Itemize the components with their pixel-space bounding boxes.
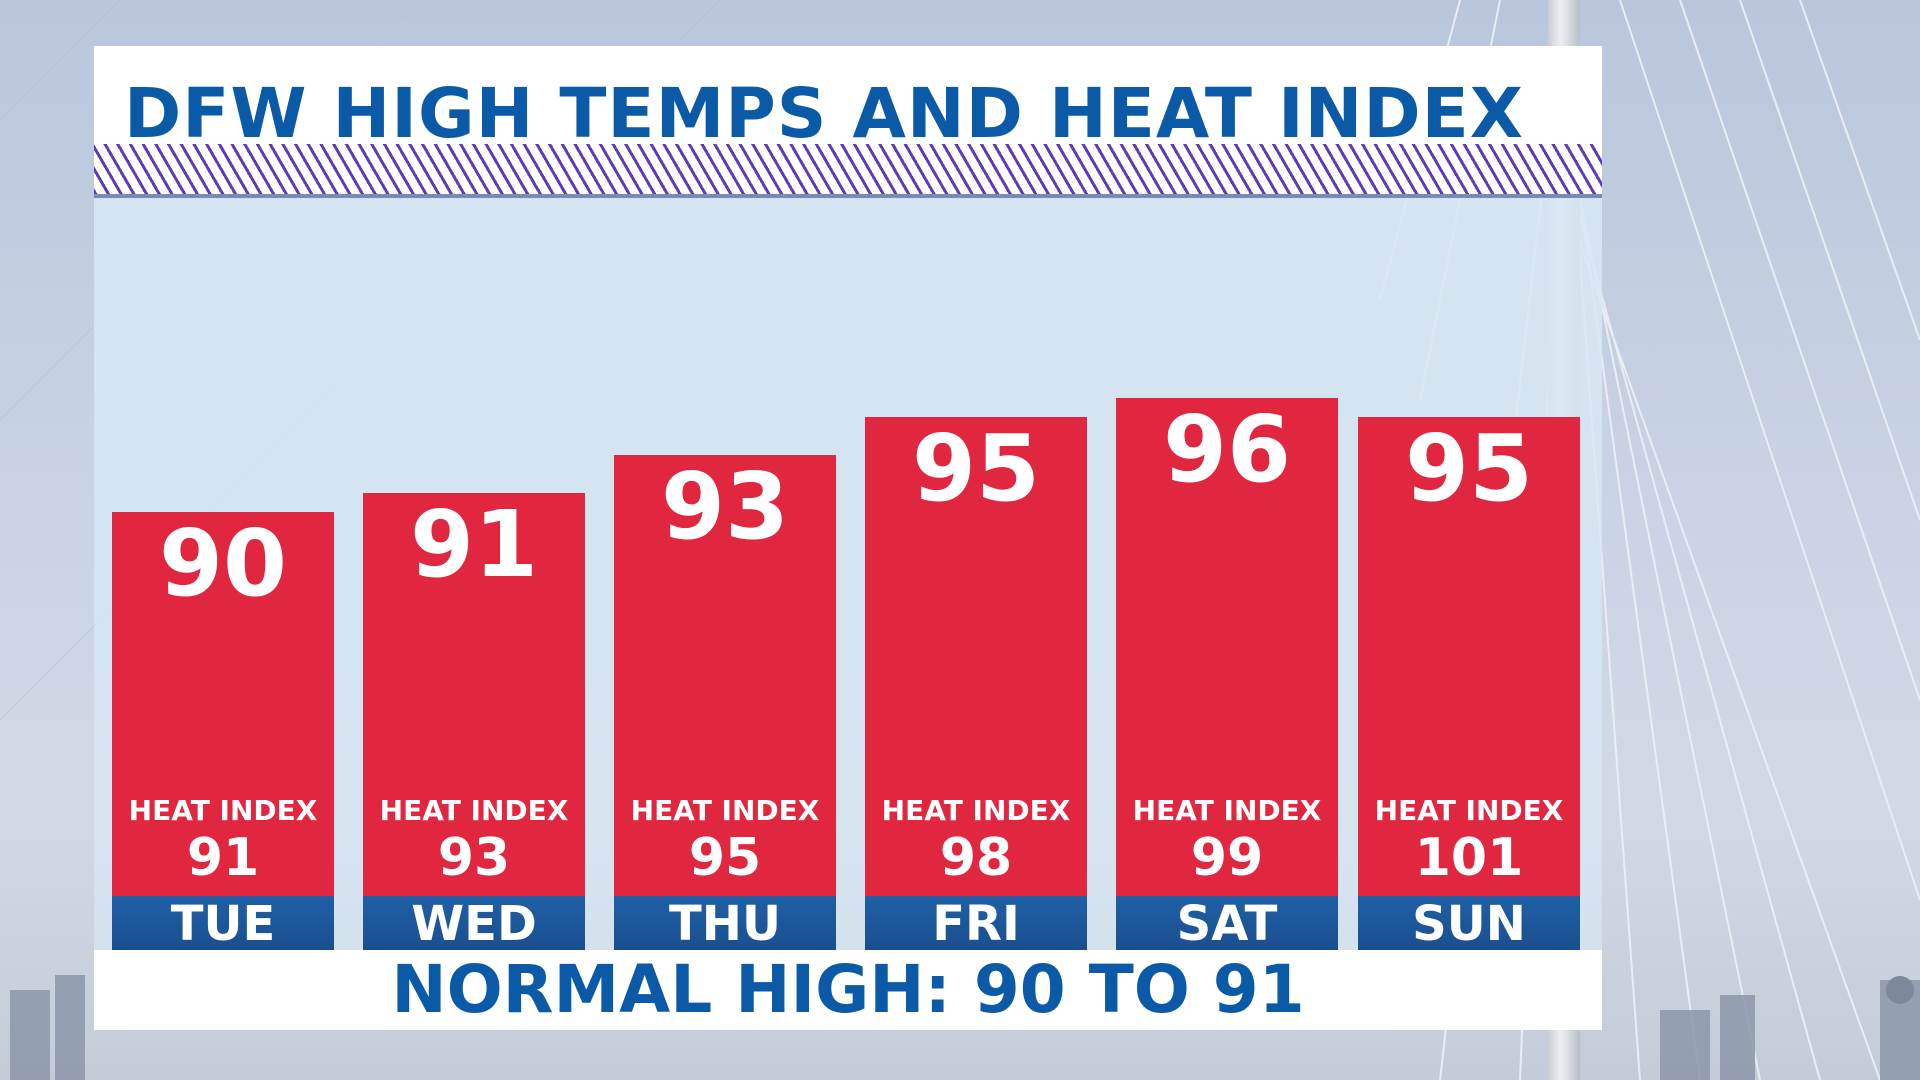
reunion-tower-icon	[1886, 976, 1914, 1004]
day-band-tue: TUE	[112, 896, 334, 952]
day-tick-label: TUE	[170, 896, 276, 952]
heat-index-label: HEAT INDEX	[1374, 794, 1564, 827]
chart-title: DFW HIGH TEMPS AND HEAT INDEX	[124, 74, 1525, 154]
heat-index-value: 98	[939, 828, 1013, 888]
heat-index-label: HEAT INDEX	[379, 794, 569, 827]
day-band-sat: SAT	[1116, 896, 1338, 952]
bar-value-label: 95	[911, 415, 1041, 522]
bar-value-label: 90	[158, 510, 288, 617]
heat-index-value: 101	[1414, 828, 1524, 888]
heat-index-label: HEAT INDEX	[630, 794, 820, 827]
heat-index-label: HEAT INDEX	[1132, 794, 1322, 827]
bar-sat: 96 HEAT INDEX 99	[1116, 398, 1338, 896]
background-skyline	[10, 975, 1920, 1080]
heat-index-label: HEAT INDEX	[881, 794, 1071, 827]
day-band-wed: WED	[363, 896, 585, 952]
title-underline	[94, 194, 1602, 198]
bar-wed: 91 HEAT INDEX 93	[363, 493, 585, 896]
normal-high-text: NORMAL HIGH: 90 TO 91	[391, 951, 1305, 1028]
bar-thu: 93 HEAT INDEX 95	[614, 455, 836, 896]
day-tick-label: SUN	[1412, 896, 1526, 952]
footer-bar: NORMAL HIGH: 90 TO 91	[94, 950, 1602, 1030]
bar-value-label: 95	[1404, 415, 1534, 522]
day-band-fri: FRI	[865, 896, 1087, 952]
day-band-thu: THU	[614, 896, 836, 952]
day-tick-label: WED	[411, 896, 537, 952]
bar-value-label: 93	[660, 453, 790, 560]
bar-fri: 95 HEAT INDEX 98	[865, 417, 1087, 896]
heat-index-value: 91	[186, 828, 260, 888]
heat-index-value: 99	[1190, 828, 1264, 888]
bar-tue: 90 HEAT INDEX 91	[112, 512, 334, 896]
day-tick-label: FRI	[932, 896, 1020, 952]
plot-area: 90 HEAT INDEX 91 TUE 91 HEAT INDEX 93 WED 93 HEAT…	[94, 198, 1602, 952]
title-bar: DFW HIGH TEMPS AND HEAT INDEX	[94, 46, 1602, 196]
heat-index-label: HEAT INDEX	[128, 794, 318, 827]
hatch-divider	[94, 144, 1602, 194]
bar-sun: 95 HEAT INDEX 101	[1358, 417, 1580, 896]
heat-index-value: 93	[437, 828, 511, 888]
day-tick-label: SAT	[1176, 896, 1278, 952]
bar-value-label: 91	[409, 491, 539, 598]
heat-index-value: 95	[688, 828, 762, 888]
forecast-card: DFW HIGH TEMPS AND HEAT INDEX 90 HEAT IND…	[94, 46, 1602, 1030]
day-tick-label: THU	[669, 896, 781, 952]
bar-value-label: 96	[1162, 396, 1292, 503]
day-band-sun: SUN	[1358, 896, 1580, 952]
